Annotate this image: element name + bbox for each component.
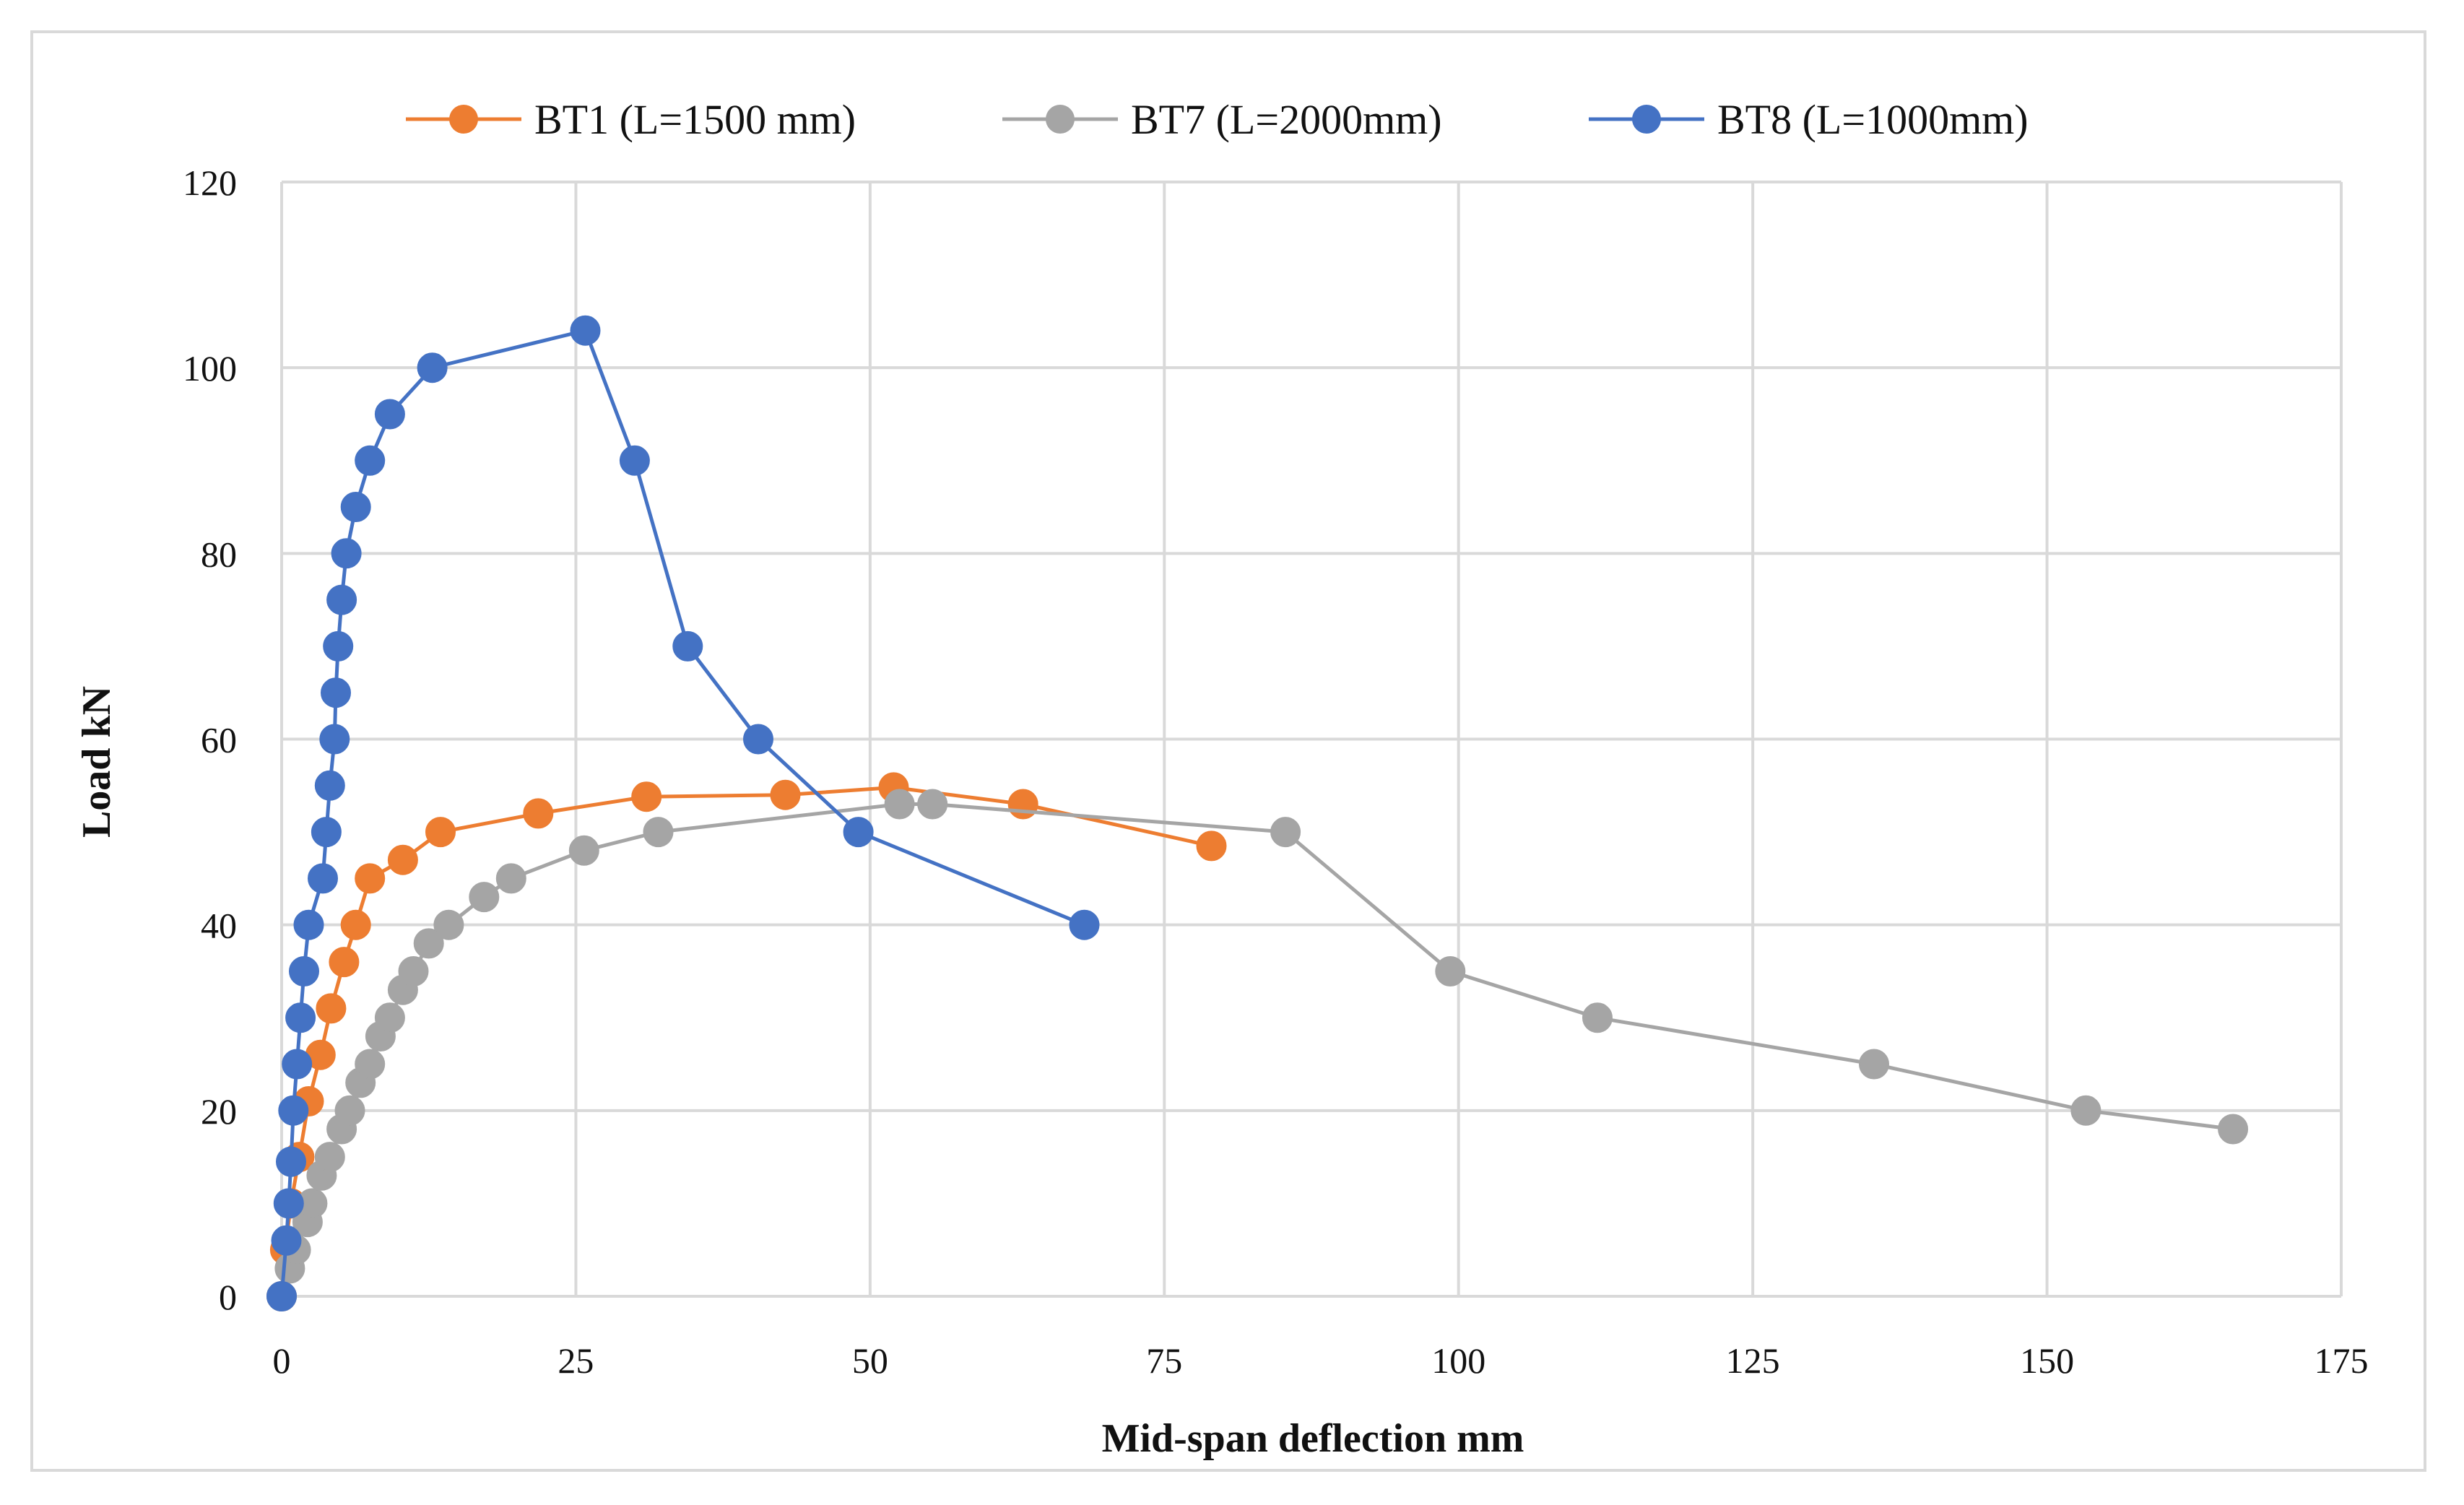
data-point (433, 909, 464, 940)
data-point (495, 863, 526, 894)
series-line (279, 802, 2234, 1297)
data-point (570, 315, 601, 346)
legend-label: BT7 (L=2000mm) (1131, 96, 1442, 143)
y-tick-label: 120 (183, 162, 237, 203)
data-point (917, 789, 948, 820)
x-tick-label: 75 (1146, 1340, 1182, 1381)
series-line (279, 785, 1213, 1297)
data-point (340, 909, 371, 940)
y-tick-label: 80 (201, 534, 237, 574)
series (266, 315, 2249, 1311)
y-tick-label: 20 (201, 1091, 237, 1132)
data-point (1859, 1049, 1889, 1080)
data-point (329, 947, 360, 978)
data-point (314, 1142, 345, 1173)
data-point (417, 352, 448, 383)
x-tick-label: 125 (1726, 1340, 1780, 1381)
series-2 (266, 315, 1100, 1311)
data-point (316, 993, 347, 1024)
data-point (355, 863, 386, 894)
data-point (619, 445, 650, 476)
data-point (276, 1146, 306, 1177)
legend-marker (1046, 105, 1075, 134)
y-tick-label: 40 (201, 906, 237, 946)
y-axis-title: Load kN (74, 686, 119, 838)
legend-label: BT1 (L=1500 mm) (534, 96, 856, 143)
data-point (266, 1281, 297, 1311)
legend: BT1 (L=1500 mm) BT7 (L=2000mm) BT8 (L=1000… (406, 96, 2029, 143)
data-point (271, 1225, 302, 1256)
data-point (319, 724, 350, 755)
legend-label: BT8 (L=1000mm) (1717, 96, 2029, 143)
data-point (311, 817, 342, 848)
data-point (1196, 830, 1227, 862)
data-point (334, 1095, 365, 1126)
data-point (1069, 909, 1100, 940)
data-point (672, 630, 703, 662)
data-point (631, 781, 662, 812)
y-tick-label: 60 (201, 720, 237, 760)
x-axis-title: Mid-span deflection mm (1102, 1416, 1524, 1461)
data-point (2070, 1095, 2101, 1126)
axes: 0 20 40 60 80 100 120 0 25 50 75 100 125 150 175 (183, 162, 2369, 1381)
data-point (469, 882, 500, 913)
data-point (1582, 1002, 1613, 1033)
data-point (282, 1049, 313, 1080)
series-line (279, 329, 1085, 1297)
data-point (1007, 789, 1038, 820)
data-point (387, 844, 418, 875)
data-point (326, 584, 357, 615)
data-point (1435, 956, 1466, 986)
data-point (314, 770, 345, 801)
data-point (321, 677, 351, 708)
data-point (289, 956, 319, 986)
data-point (273, 1188, 304, 1219)
series-1 (266, 789, 2249, 1311)
x-tick-label: 50 (852, 1340, 888, 1381)
legend-entry: BT8 (L=1000mm) (1589, 96, 2029, 143)
data-point (331, 538, 362, 569)
data-point (2218, 1114, 2249, 1145)
data-point (355, 445, 386, 476)
chart-frame (30, 30, 2426, 1472)
data-point (884, 789, 915, 820)
series-0 (266, 772, 1227, 1311)
data-point (770, 779, 801, 810)
data-point (278, 1095, 309, 1126)
data-point (523, 798, 554, 829)
x-tick-label: 25 (558, 1340, 594, 1381)
grid (280, 181, 2343, 1298)
legend-entry: BT7 (L=2000mm) (1002, 96, 1442, 143)
data-point (843, 817, 874, 848)
data-point (568, 835, 599, 866)
x-tick-label: 0 (273, 1340, 291, 1381)
data-point (308, 863, 338, 894)
data-point (285, 1002, 316, 1033)
y-tick-label: 0 (219, 1277, 237, 1317)
data-point (425, 817, 456, 848)
data-point (293, 909, 324, 940)
data-point (374, 399, 405, 430)
y-tick-label: 100 (183, 348, 237, 389)
data-point (355, 1049, 386, 1080)
x-tick-label: 100 (1431, 1340, 1485, 1381)
x-tick-label: 175 (2315, 1340, 2369, 1381)
data-point (323, 630, 354, 662)
data-point (398, 956, 429, 986)
data-point (413, 928, 444, 959)
data-point (340, 492, 371, 522)
data-point (743, 724, 773, 755)
legend-entry: BT1 (L=1500 mm) (406, 96, 856, 143)
x-tick-label: 150 (2020, 1340, 2074, 1381)
data-point (374, 1002, 405, 1033)
data-point (643, 817, 674, 848)
legend-marker (1632, 105, 1661, 134)
legend-marker (449, 105, 478, 134)
data-point (1270, 817, 1301, 848)
